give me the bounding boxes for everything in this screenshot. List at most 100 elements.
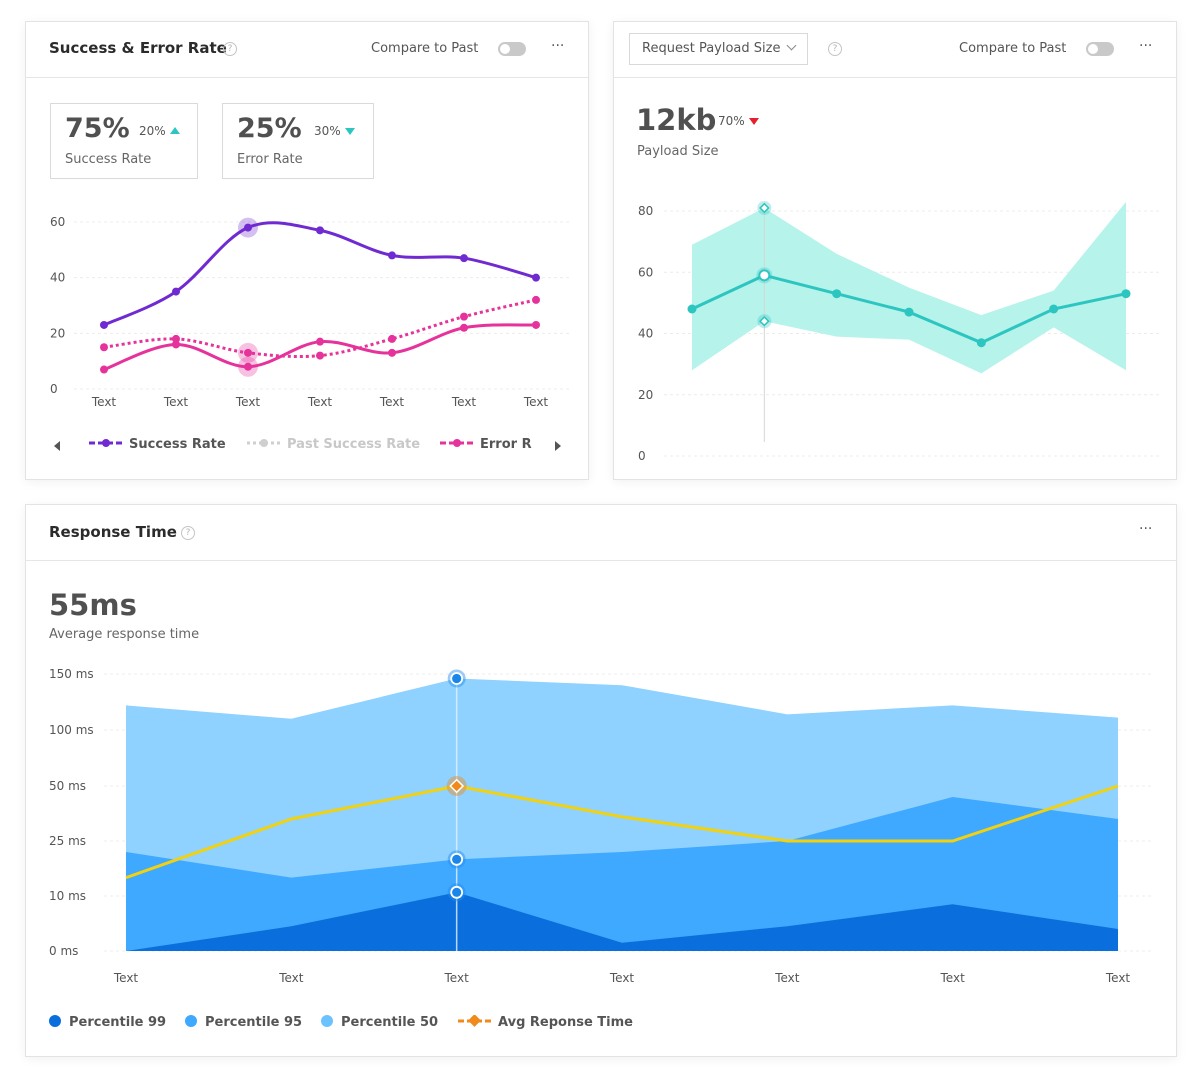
- metric-select[interactable]: Request Payload Size: [629, 33, 809, 65]
- help-icon[interactable]: ?: [828, 42, 842, 56]
- data-point: [450, 885, 464, 899]
- data-point: [388, 348, 396, 357]
- area-series: [126, 892, 1118, 951]
- data-point: [388, 251, 396, 260]
- stat-label: Success Rate: [65, 152, 152, 167]
- payload-size-label: Payload Size: [637, 144, 719, 159]
- compare-to-past-toggle[interactable]: [498, 42, 526, 56]
- success-error-card: Success & Error Rate ? Compare to Past ·…: [25, 21, 589, 480]
- arrow-down-icon: [344, 128, 355, 135]
- y-tick-label: 40: [638, 327, 653, 341]
- stat-label: Error Rate: [237, 152, 303, 167]
- response-time-chart: 0 ms 10 ms 25 ms 50 ms 100 ms 150 ms Text Text T…: [49, 667, 1151, 985]
- success-rate-stat: 75% 20% Success Rate: [50, 103, 198, 179]
- y-tick-label: 150 ms: [49, 667, 94, 681]
- chevron-down-icon: [787, 40, 797, 51]
- data-point: [1049, 304, 1059, 314]
- x-tick-label: Text: [609, 971, 635, 985]
- y-tick-label: 60: [638, 265, 653, 279]
- legend-next-arrow[interactable]: [555, 441, 561, 451]
- stat-delta-value: 30%: [314, 124, 341, 138]
- more-icon[interactable]: ···: [551, 38, 565, 54]
- compare-to-past-label: Compare to Past: [959, 41, 1067, 56]
- legend-line-icon: [247, 439, 281, 447]
- data-point: [244, 348, 252, 357]
- card-header: Response Time ? ···: [26, 505, 1176, 561]
- y-tick-label: 0: [638, 449, 646, 463]
- card-title: Success & Error Rate: [49, 39, 227, 57]
- data-point: [532, 320, 540, 329]
- avg-marker: [449, 778, 465, 794]
- help-icon[interactable]: ?: [223, 42, 237, 56]
- x-tick-label: Text: [307, 395, 333, 409]
- select-value: Request Payload Size: [642, 41, 781, 56]
- legend-line-icon: [458, 1014, 492, 1027]
- x-tick-label: Text: [1041, 462, 1067, 464]
- y-tick-label: 25 ms: [49, 834, 86, 848]
- x-tick-label: Text: [91, 395, 117, 409]
- legend-avg-response-time[interactable]: Avg Reponse Time: [458, 1014, 633, 1030]
- stat-value: 75%: [65, 113, 130, 144]
- more-icon[interactable]: ···: [1139, 521, 1153, 537]
- data-point: [388, 334, 396, 343]
- data-point: [172, 287, 180, 296]
- x-tick-label: Text: [235, 395, 261, 409]
- legend-past-success-rate[interactable]: Past Success Rate: [247, 437, 420, 452]
- data-point: [100, 320, 108, 329]
- payload-size-value: 12kb: [636, 103, 717, 137]
- x-tick-label: Text: [774, 971, 800, 985]
- avg-response-label: Average response time: [49, 627, 200, 642]
- x-tick-label: Text: [679, 462, 705, 464]
- card-header: Success & Error Rate ? Compare to Past ·…: [26, 22, 588, 78]
- arrow-up-icon: [169, 127, 180, 134]
- data-point: [758, 269, 771, 282]
- compare-to-past-toggle[interactable]: [1086, 42, 1114, 56]
- card-title: Response Time: [49, 523, 177, 541]
- y-tick-label: 20: [638, 388, 653, 402]
- legend-label: Success Rate: [129, 437, 226, 452]
- data-point: [460, 323, 468, 332]
- compare-to-past-label: Compare to Past: [371, 41, 479, 56]
- band-marker: [759, 315, 770, 327]
- error-rate-stat: 25% 30% Error Rate: [222, 103, 374, 179]
- more-icon[interactable]: ···: [1139, 38, 1153, 54]
- payload-size-card: Request Payload Size ? Compare to Past ·…: [613, 21, 1177, 480]
- x-tick-label: Text: [1113, 462, 1139, 464]
- x-tick-label: Text: [968, 462, 994, 464]
- x-tick-label: Text: [451, 395, 477, 409]
- legend-label: Percentile 50: [341, 1015, 439, 1030]
- legend-prev-arrow[interactable]: [54, 441, 60, 451]
- data-point: [316, 337, 324, 346]
- band-marker: [759, 202, 770, 214]
- stat-delta: 20%: [139, 124, 180, 138]
- stat-delta: 30%: [314, 124, 355, 138]
- delta-value: 70%: [718, 114, 745, 128]
- y-tick-label: 60: [50, 215, 65, 229]
- arrow-down-icon: [748, 118, 759, 125]
- series-line: [103, 323, 537, 371]
- legend-success-rate[interactable]: Success Rate: [89, 437, 226, 452]
- data-point: [100, 365, 108, 374]
- stat-delta-value: 20%: [139, 124, 166, 138]
- y-tick-label: 80: [638, 204, 653, 218]
- x-tick-label: Text: [896, 462, 922, 464]
- legend-error-rate[interactable]: Error R: [440, 437, 532, 452]
- x-tick-label: Text: [278, 971, 304, 985]
- legend-label: Error R: [480, 437, 532, 452]
- x-tick-label: Text: [940, 971, 966, 985]
- x-tick-label: Text: [113, 971, 139, 985]
- help-icon[interactable]: ?: [181, 526, 195, 540]
- legend-percentile-95[interactable]: Percentile 95: [185, 1015, 302, 1030]
- data-point: [904, 307, 914, 317]
- data-point: [1121, 289, 1131, 299]
- data-point: [244, 362, 252, 371]
- series-line: [103, 221, 537, 327]
- x-tick-label: Text: [751, 462, 777, 464]
- data-point: [450, 672, 464, 685]
- legend-percentile-50[interactable]: Percentile 50: [321, 1015, 438, 1030]
- legend-label: Percentile 95: [205, 1015, 303, 1030]
- legend-percentile-99[interactable]: Percentile 99: [49, 1015, 166, 1030]
- y-tick-label: 0: [50, 382, 58, 396]
- data-point: [976, 338, 986, 348]
- x-tick-label: Text: [163, 395, 189, 409]
